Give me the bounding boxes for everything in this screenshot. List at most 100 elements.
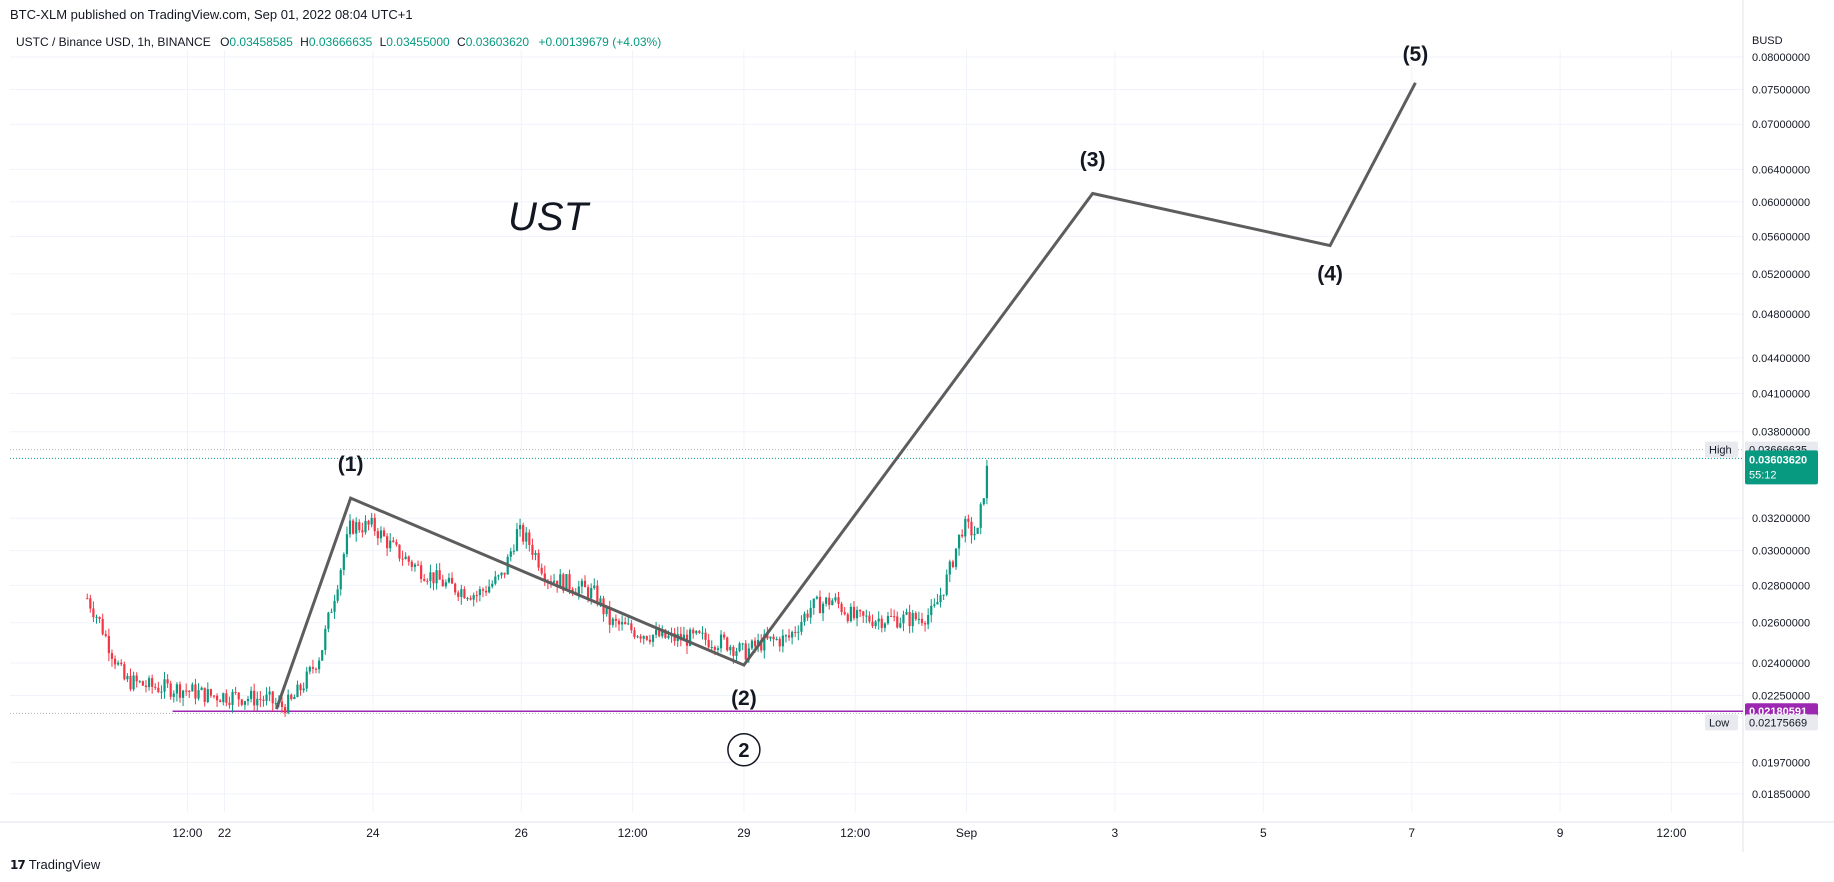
candle-body	[973, 533, 976, 536]
candle-body	[664, 629, 667, 638]
candle-body	[256, 698, 259, 706]
candle-body	[661, 629, 664, 637]
candle-body	[577, 586, 580, 594]
tradingview-logo-icon: 𝟭𝟳	[10, 857, 26, 872]
tradingview-brand[interactable]: 𝟭𝟳 TradingView	[10, 857, 100, 872]
candle-body	[416, 564, 420, 566]
candle-body	[590, 588, 593, 599]
candle-body	[738, 643, 741, 652]
candle-body	[259, 698, 262, 700]
last-price-tag	[1745, 450, 1818, 485]
candle-body	[923, 623, 927, 625]
candle-body	[234, 691, 237, 693]
candle-body	[605, 607, 608, 615]
candle-body	[330, 611, 333, 613]
candle-body	[262, 699, 265, 701]
candle-body	[840, 603, 843, 613]
candle-body	[296, 684, 299, 698]
candle-body	[821, 603, 825, 614]
candle-body	[846, 614, 849, 622]
candle-body	[120, 662, 123, 665]
candle-body	[478, 589, 481, 596]
candle-body	[200, 687, 203, 691]
candle-body	[741, 643, 744, 645]
y-tick-label: 0.01850000	[1752, 789, 1810, 801]
candle-body	[871, 621, 874, 627]
candle-body	[413, 564, 417, 567]
candle-body	[222, 693, 225, 703]
candle-body	[191, 684, 194, 692]
high-label-text: High	[1709, 445, 1732, 457]
candle-body	[667, 635, 670, 638]
candle-body	[692, 629, 695, 634]
candle-body	[859, 610, 862, 612]
candle-body	[488, 586, 491, 593]
candle-body	[240, 699, 243, 705]
y-tick-label: 0.06000000	[1752, 197, 1810, 209]
candle-body	[225, 693, 228, 703]
candle-body	[144, 685, 148, 688]
candle-body	[815, 596, 818, 599]
candle-body	[905, 612, 908, 615]
x-tick-label: 12:00	[840, 826, 870, 840]
candle-body	[228, 702, 231, 705]
candle-body	[457, 592, 460, 597]
candle-body	[893, 616, 896, 618]
candle-body	[877, 618, 880, 622]
candle-body	[580, 580, 583, 587]
symbol-name[interactable]: USTC / Binance USD, 1h, BINANCE	[16, 35, 211, 49]
candle-body	[750, 640, 754, 649]
candle-body	[855, 610, 859, 619]
candle-body	[178, 684, 182, 698]
x-tick-label: Sep	[956, 826, 978, 840]
y-tick-label: 0.03800000	[1752, 427, 1810, 439]
candle-body	[123, 664, 126, 680]
symbol-legend: USTC / Binance USD, 1h, BINANCE O0.03458…	[16, 35, 661, 49]
candle-body	[583, 580, 587, 588]
candle-body	[367, 520, 370, 525]
candle-body	[407, 556, 410, 562]
candle-body	[862, 611, 865, 616]
candle-body	[472, 595, 475, 600]
candle-body	[450, 577, 454, 584]
candle-body	[392, 540, 395, 543]
candle-body	[92, 608, 95, 618]
y-tick-label: 0.02800000	[1752, 580, 1810, 592]
candle-body	[432, 572, 435, 584]
candle-body	[942, 594, 945, 596]
candle-body	[964, 518, 967, 537]
candle-body	[215, 695, 219, 701]
time-axis: 12:00 22 24 26 12:00 29 12:00 Sep 3 5 7 9 12:00	[172, 826, 1686, 840]
candle-body	[386, 536, 389, 549]
candle-body	[806, 613, 809, 618]
y-tick-label: 0.04100000	[1752, 388, 1810, 400]
candle-body	[593, 585, 596, 589]
candle-body	[135, 675, 138, 682]
candle-body	[769, 636, 772, 639]
chart-title: UST	[508, 195, 591, 239]
candle-body	[253, 690, 256, 706]
candle-body	[219, 700, 222, 703]
candle-body	[423, 579, 426, 581]
candle-body	[305, 671, 308, 689]
candle-body	[794, 631, 797, 633]
candle-body	[787, 635, 791, 638]
candle-body	[243, 701, 247, 705]
candle-body	[726, 637, 729, 651]
candle-body	[209, 689, 212, 696]
candle-body	[951, 561, 954, 567]
candle-body	[166, 679, 169, 684]
candle-body	[800, 621, 803, 632]
candle-body	[101, 619, 104, 635]
y-tick-label: 0.02600000	[1752, 618, 1810, 630]
candle-body	[689, 629, 692, 646]
candle-body	[336, 589, 339, 601]
grid-lines	[0, 0, 1834, 852]
candle-body	[287, 694, 290, 713]
candle-body	[880, 618, 883, 628]
candle-body	[420, 565, 423, 580]
low-label-text: Low	[1709, 717, 1729, 729]
candle-body	[283, 707, 287, 713]
candle-body	[624, 622, 627, 625]
